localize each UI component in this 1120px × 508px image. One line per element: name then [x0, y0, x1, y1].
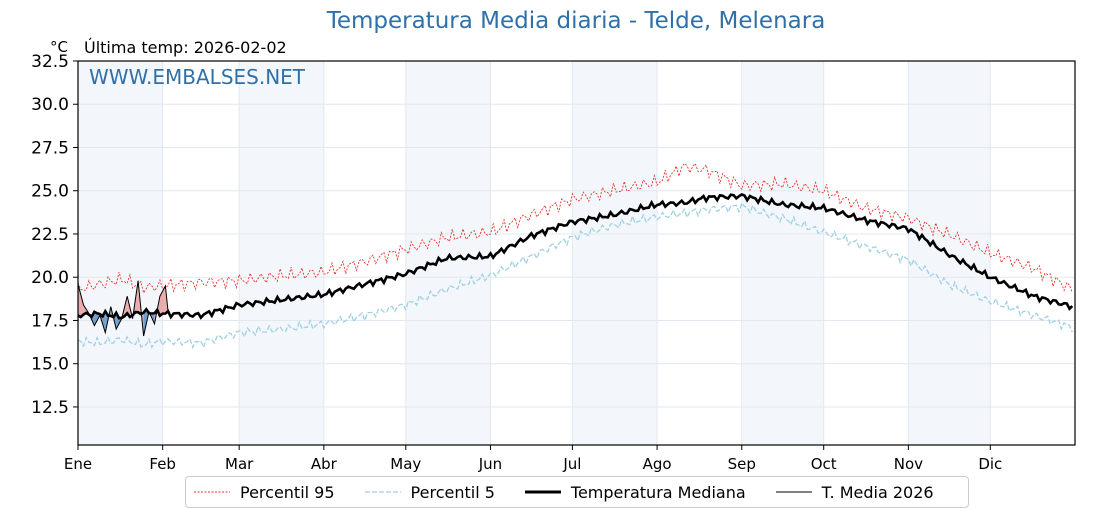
chart-svg: 12.5 15.0 17.5 20.0 22.5 25.0 27.5 30.0 32.5 Ene…: [31, 52, 1076, 473]
series-p5-line: [77, 201, 1073, 350]
x-tick-label: Jul: [562, 455, 581, 473]
y-tick-label: 22.5: [31, 225, 69, 245]
x-tick-label: Mar: [225, 455, 254, 473]
legend-item-p95: Percentil 95: [194, 483, 335, 502]
x-tick-label: Nov: [894, 455, 923, 473]
series-current-line: [77, 280, 169, 337]
legend-label: Percentil 5: [410, 482, 495, 502]
watermark: WWW.EMBALSES.NET: [89, 65, 306, 89]
month-band: [741, 61, 824, 445]
x-tick-label: Dic: [978, 455, 1002, 473]
y-tick-label: 17.5: [31, 311, 69, 331]
y-unit-label: °C: [50, 38, 68, 56]
legend-item-median: Temperatura Mediana: [524, 482, 746, 502]
series-median-line: [77, 193, 1074, 320]
legend: Percentil 95 Percentil 5 Temperatura Med…: [185, 476, 969, 508]
x-tick-label: May: [390, 455, 421, 473]
fill-above-median: [78, 284, 84, 316]
month-band: [572, 61, 658, 445]
legend-label: Percentil 95: [240, 482, 335, 502]
x-tick-label: Ago: [643, 455, 672, 473]
y-tick-label: 20.0: [31, 268, 69, 288]
x-tick-label: Ene: [64, 455, 92, 473]
y-tick-label: 32.5: [31, 52, 69, 72]
y-tick-label: 15.0: [31, 355, 69, 375]
x-tick-label: Jun: [478, 455, 502, 473]
x-tick-label: Feb: [149, 455, 176, 473]
x-tick-label: Abr: [311, 455, 338, 473]
legend-label: T. Media 2026: [821, 482, 934, 502]
series-lines: [77, 162, 1074, 350]
y-tick-label: 12.5: [31, 398, 69, 418]
y-axis: 12.5 15.0 17.5 20.0 22.5 25.0 27.5 30.0 32.5: [31, 52, 78, 418]
plot-frame: [77, 60, 1076, 446]
month-band: [908, 61, 991, 445]
fill-above-median: [159, 285, 166, 314]
x-tick-label: Sep: [728, 455, 756, 473]
legend-item-p5: Percentil 5: [364, 482, 495, 502]
month-band: [405, 61, 491, 445]
chart-title: Temperatura Media diaria - Telde, Melena…: [326, 8, 826, 34]
series-p95-line: [77, 162, 1073, 295]
x-tick-label: Oct: [811, 455, 837, 473]
y-tick-label: 30.0: [31, 95, 69, 115]
x-axis: Ene Feb Mar Abr May Jun Jul Ago Sep Oct Nov Dic: [64, 445, 1002, 473]
last-temp-label: Última temp: 2026-02-02: [84, 38, 287, 57]
y-tick-label: 25.0: [31, 182, 69, 202]
month-bands: [78, 61, 991, 445]
legend-item-current: T. Media 2026: [775, 482, 934, 502]
grid-lines: [77, 60, 1075, 445]
y-tick-label: 27.5: [31, 138, 69, 158]
month-band: [78, 61, 163, 445]
month-band: [239, 61, 324, 445]
legend-label: Temperatura Mediana: [570, 482, 746, 502]
